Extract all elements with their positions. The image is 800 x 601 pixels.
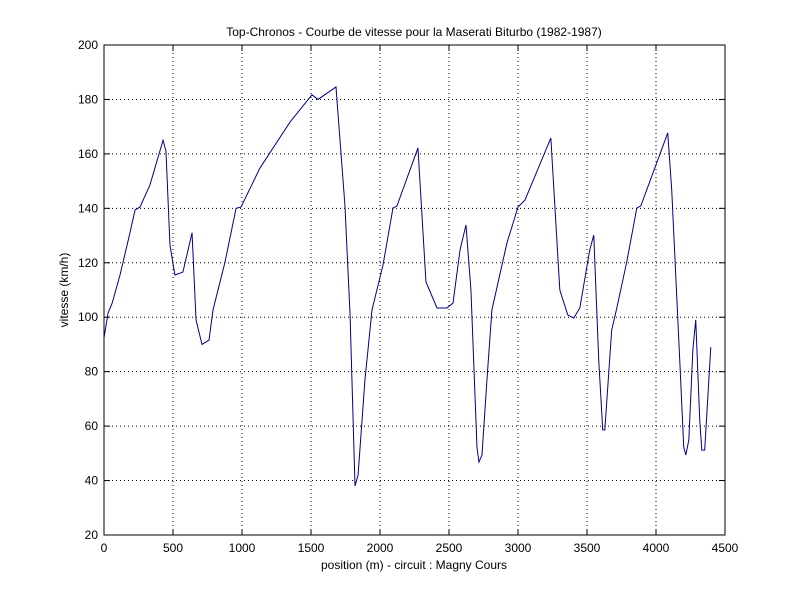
speed-line [103,86,712,487]
x-tick-label: 0 [101,541,108,555]
y-tick-label: 40 [85,474,99,488]
y-axis-label: vitesse (km/h) [57,253,71,328]
y-tick-label: 180 [78,92,98,106]
plot-area [104,45,725,535]
x-axis-label: position (m) - circuit : Magny Cours [321,558,507,572]
x-tick-label: 1000 [229,541,256,555]
y-tick-label: 140 [78,201,98,215]
y-tick-label: 120 [78,256,98,270]
y-tick-label: 200 [78,38,98,52]
x-tick-label: 1500 [298,541,325,555]
y-tick-label: 160 [78,147,98,161]
y-tick-label: 80 [85,365,99,379]
x-tick-label: 2000 [367,541,394,555]
y-tick-label: 60 [85,419,99,433]
y-tick-label: 100 [78,310,98,324]
x-tick-label: 4000 [643,541,670,555]
x-tick-label: 500 [163,541,183,555]
x-tick-label: 3500 [574,541,601,555]
axes-box [103,44,726,536]
y-tick-label: 20 [85,528,99,542]
x-tick-label: 4500 [712,541,739,555]
x-tick-label: 2500 [436,541,463,555]
x-tick-label: 3000 [505,541,532,555]
chart-title: Top-Chronos - Courbe de vitesse pour la … [226,25,602,39]
